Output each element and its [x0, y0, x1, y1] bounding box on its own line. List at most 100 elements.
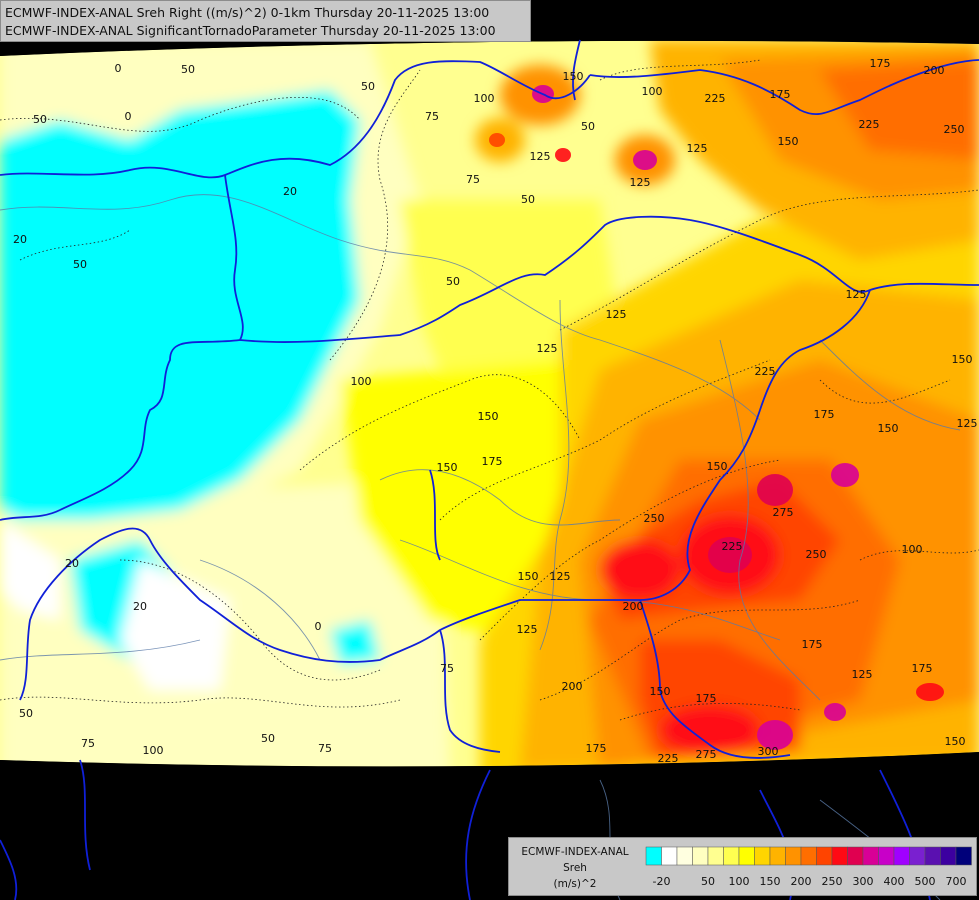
legend-swatch: [738, 846, 755, 866]
legend-swatch: [754, 846, 771, 866]
contour-label: 0: [115, 62, 122, 75]
contour-label: 225: [859, 118, 880, 131]
contour-label: 125: [530, 150, 551, 163]
contour-label: 20: [13, 233, 27, 246]
legend-colorbar: -20 50 100 150 200 250 300 400 500 700: [645, 846, 972, 888]
map-title-box: ECMWF-INDEX-ANAL Sreh Right ((m/s)^2) 0-…: [0, 0, 531, 42]
contour-label: 150: [518, 570, 539, 583]
legend-tick-label: 500: [915, 875, 936, 888]
contour-label: 200: [623, 600, 644, 613]
legend-swatch: [909, 846, 926, 866]
contour-label: 175: [770, 88, 791, 101]
contour-label: 250: [944, 123, 965, 136]
legend-tick-label: 100: [729, 875, 750, 888]
legend-swatch: [940, 846, 957, 866]
contour-label: 175: [814, 408, 835, 421]
contour-label: 0: [315, 620, 322, 633]
contour-label: 125: [846, 288, 867, 301]
contour-label: 150: [478, 410, 499, 423]
legend-swatch: [955, 846, 972, 866]
contour-label: 250: [806, 548, 827, 561]
contour-label: 75: [81, 737, 95, 750]
contour-label: 50: [521, 193, 535, 206]
contour-label: 50: [446, 275, 460, 288]
legend-tick-label: -20: [653, 875, 671, 888]
contour-label: 20: [133, 600, 147, 613]
contour-label: 150: [952, 353, 973, 366]
contour-label: 250: [644, 512, 665, 525]
contour-label: 175: [912, 662, 933, 675]
legend-tick-label: 700: [946, 875, 967, 888]
contour-label: 150: [650, 685, 671, 698]
contour-label: 150: [563, 70, 584, 83]
contour-label: 125: [687, 142, 708, 155]
contour-label: 125: [550, 570, 571, 583]
legend-swatch: [831, 846, 848, 866]
title-line-2: ECMWF-INDEX-ANAL SignificantTornadoParam…: [5, 23, 496, 38]
legend-variable: Sreh: [563, 862, 587, 874]
contour-label: 300: [758, 745, 779, 758]
contour-label: 275: [773, 506, 794, 519]
contour-label: 150: [878, 422, 899, 435]
country-borders: [0, 39, 979, 900]
contour-label: 200: [562, 680, 583, 693]
legend-swatch: [816, 846, 833, 866]
contour-label: 125: [606, 308, 627, 321]
contour-label: 100: [351, 375, 372, 388]
contour-label: 20: [283, 185, 297, 198]
contour-label: 200: [924, 64, 945, 77]
hot-spots: [489, 85, 944, 750]
legend-swatch: [847, 846, 864, 866]
contour-label: 125: [630, 176, 651, 189]
contour-label: 125: [517, 623, 538, 636]
legend-swatch: [800, 846, 817, 866]
contour-label: 75: [440, 662, 454, 675]
color-legend: ECMWF-INDEX-ANAL Sreh (m/s)^2 -20 50 100 15…: [508, 837, 977, 896]
legend-swatch: [707, 846, 724, 866]
contour-label: 150: [437, 461, 458, 474]
legend-swatch: [862, 846, 879, 866]
contour-label: 225: [658, 752, 679, 765]
contour-label: 100: [143, 744, 164, 757]
legend-tick-label: 250: [822, 875, 843, 888]
contour-label: 175: [586, 742, 607, 755]
legend-swatch: [723, 846, 740, 866]
legend-tick-label: 50: [701, 875, 715, 888]
contour-label: 150: [778, 135, 799, 148]
legend-tick-label: 150: [760, 875, 781, 888]
legend-swatch: [645, 846, 662, 866]
legend-swatch: [769, 846, 786, 866]
legend-unit: (m/s)^2: [553, 878, 597, 890]
contour-label: 225: [755, 365, 776, 378]
title-line-1: ECMWF-INDEX-ANAL Sreh Right ((m/s)^2) 0-…: [5, 5, 490, 20]
contour-label: 100: [902, 543, 923, 556]
contour-label: 50: [19, 707, 33, 720]
contour-label: 50: [261, 732, 275, 745]
contour-label: 275: [696, 748, 717, 761]
legend-swatch: [692, 846, 709, 866]
contour-label: 125: [957, 417, 978, 430]
contour-label: 50: [361, 80, 375, 93]
legend-swatch: [661, 846, 678, 866]
contour-label: 125: [852, 668, 873, 681]
contour-label: 175: [696, 692, 717, 705]
contour-label: 50: [581, 120, 595, 133]
contour-label: 50: [181, 63, 195, 76]
contour-label: 225: [722, 540, 743, 553]
contour-lines: [0, 59, 979, 721]
contour-label: 50: [33, 113, 47, 126]
contour-label: 0: [125, 110, 132, 123]
legend-tick-label: 200: [791, 875, 812, 888]
legend-model: ECMWF-INDEX-ANAL: [521, 846, 629, 858]
contour-label: 100: [474, 92, 495, 105]
contour-label: 150: [707, 460, 728, 473]
contour-label: 125: [537, 342, 558, 355]
contour-label: 20: [65, 557, 79, 570]
contour-label: 100: [642, 85, 663, 98]
legend-swatch: [676, 846, 693, 866]
contour-label: 225: [705, 92, 726, 105]
contour-label: 75: [425, 110, 439, 123]
